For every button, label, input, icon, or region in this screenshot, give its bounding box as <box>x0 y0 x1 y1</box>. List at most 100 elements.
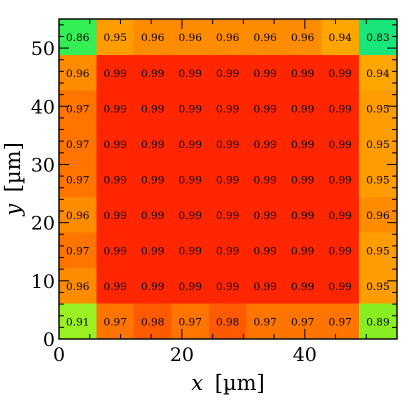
cell-value-label: 0.99 <box>328 281 351 293</box>
cell-value-label: 0.96 <box>141 32 165 44</box>
y-axis-unit: [µm] <box>1 142 25 192</box>
cell-value-label: 0.95 <box>366 103 389 115</box>
cell-value-label: 0.99 <box>291 103 314 115</box>
cell-value-label: 0.99 <box>104 174 127 186</box>
heatmap-cell <box>208 303 247 340</box>
heatmap-cell <box>321 161 360 198</box>
heatmap-cell <box>59 232 97 269</box>
x-axis-var: x <box>191 371 203 395</box>
heatmap-cell <box>283 303 322 340</box>
cell-value-label: 0.99 <box>141 245 164 257</box>
heatmap-cell <box>133 232 172 269</box>
cell-value-label: 0.99 <box>253 281 276 293</box>
heatmap-cell <box>246 303 285 340</box>
x-tick-label: 0 <box>53 344 65 366</box>
heatmap-cell <box>208 232 247 269</box>
heatmap-cell <box>59 268 97 305</box>
heatmap-cell <box>246 197 285 234</box>
cell-value-label: 0.98 <box>216 316 239 328</box>
cell-value-label: 0.99 <box>141 103 164 115</box>
heatmap-cell <box>96 161 135 198</box>
heatmap-cell <box>321 19 360 56</box>
cell-value-label: 0.99 <box>328 174 351 186</box>
cell-value-label: 0.99 <box>253 245 276 257</box>
cell-value-label: 0.95 <box>366 281 389 293</box>
cell-value-label: 0.99 <box>141 68 164 80</box>
cell-value-label: 0.99 <box>141 281 164 293</box>
cell-value-label: 0.97 <box>66 103 89 115</box>
cell-value-label: 0.91 <box>66 316 89 328</box>
axis-ticks <box>58 19 398 340</box>
heatmap-cell <box>133 19 172 56</box>
heatmap-cell <box>358 90 398 127</box>
heatmap-cell <box>321 303 360 340</box>
heatmap-cell-labels: 0.86 0.95 0.96 0.96 0.96 0.96 0.96 0.94 0.83 0.96… <box>66 32 390 328</box>
cell-value-label: 0.99 <box>216 139 239 151</box>
heatmap-cell <box>171 19 210 56</box>
heatmap-cell <box>59 303 97 340</box>
cell-value-label: 0.95 <box>366 174 389 186</box>
cell-value-label: 0.95 <box>366 139 389 151</box>
heatmap-cell <box>358 303 398 340</box>
cell-value-label: 0.99 <box>291 139 314 151</box>
heatmap-cell <box>208 161 247 198</box>
cell-value-label: 0.96 <box>179 32 203 44</box>
cell-value-label: 0.99 <box>179 174 202 186</box>
heatmap-cell <box>208 55 247 92</box>
heatmap-cell <box>246 19 285 56</box>
heatmap-cell <box>358 126 398 163</box>
y-axis-var: y <box>1 203 25 217</box>
cell-value-label: 0.98 <box>141 316 164 328</box>
cell-value-label: 0.96 <box>253 32 277 44</box>
cell-value-label: 0.99 <box>179 68 202 80</box>
heatmap-cell <box>208 268 247 305</box>
cell-value-label: 0.99 <box>328 139 351 151</box>
cell-value-label: 0.99 <box>104 210 127 222</box>
cell-value-label: 0.99 <box>179 281 202 293</box>
heatmap-cell <box>96 232 135 269</box>
cell-value-label: 0.99 <box>328 103 351 115</box>
heatmap-cell <box>321 126 360 163</box>
heatmap-cell <box>358 232 398 269</box>
cell-value-label: 0.99 <box>141 174 164 186</box>
heatmap-cell <box>96 126 135 163</box>
cell-value-label: 0.99 <box>253 210 276 222</box>
cell-value-label: 0.99 <box>291 210 314 222</box>
heatmap-cell <box>283 161 322 198</box>
cell-value-label: 0.99 <box>104 245 127 257</box>
cell-value-label: 0.99 <box>216 245 239 257</box>
heatmap-cell <box>59 19 97 56</box>
heatmap-cell <box>321 232 360 269</box>
cell-value-label: 0.99 <box>216 210 239 222</box>
cell-value-label: 0.99 <box>216 103 239 115</box>
cell-value-label: 0.99 <box>179 103 202 115</box>
cell-value-label: 0.96 <box>366 210 390 222</box>
heatmap-cell <box>283 268 322 305</box>
heatmap-cell <box>321 268 360 305</box>
heatmap-cell <box>96 19 135 56</box>
cell-value-label: 0.99 <box>179 210 202 222</box>
cell-value-label: 0.96 <box>291 32 315 44</box>
cell-value-label: 0.94 <box>328 32 352 44</box>
cell-value-label: 0.99 <box>291 281 314 293</box>
cell-value-label: 0.99 <box>216 174 239 186</box>
heatmap-cell <box>133 126 172 163</box>
heatmap-cell <box>171 55 210 92</box>
heatmap-cell <box>208 126 247 163</box>
heatmap-cell <box>133 303 172 340</box>
heatmap-cell <box>171 161 210 198</box>
y-tick-label: 20 <box>31 213 55 235</box>
heatmap-cell <box>59 197 97 234</box>
cell-value-label: 0.97 <box>179 316 202 328</box>
cell-value-label: 0.97 <box>104 316 127 328</box>
cell-value-label: 0.95 <box>366 245 389 257</box>
heatmap-cell <box>133 90 172 127</box>
heatmap-cell <box>246 161 285 198</box>
heatmap-cell <box>246 126 285 163</box>
y-tick-label: 40 <box>31 96 55 118</box>
x-tick-label: 40 <box>293 344 317 366</box>
heatmap-cell <box>208 19 247 56</box>
plot-frame <box>58 18 398 340</box>
heatmap-cell <box>246 55 285 92</box>
